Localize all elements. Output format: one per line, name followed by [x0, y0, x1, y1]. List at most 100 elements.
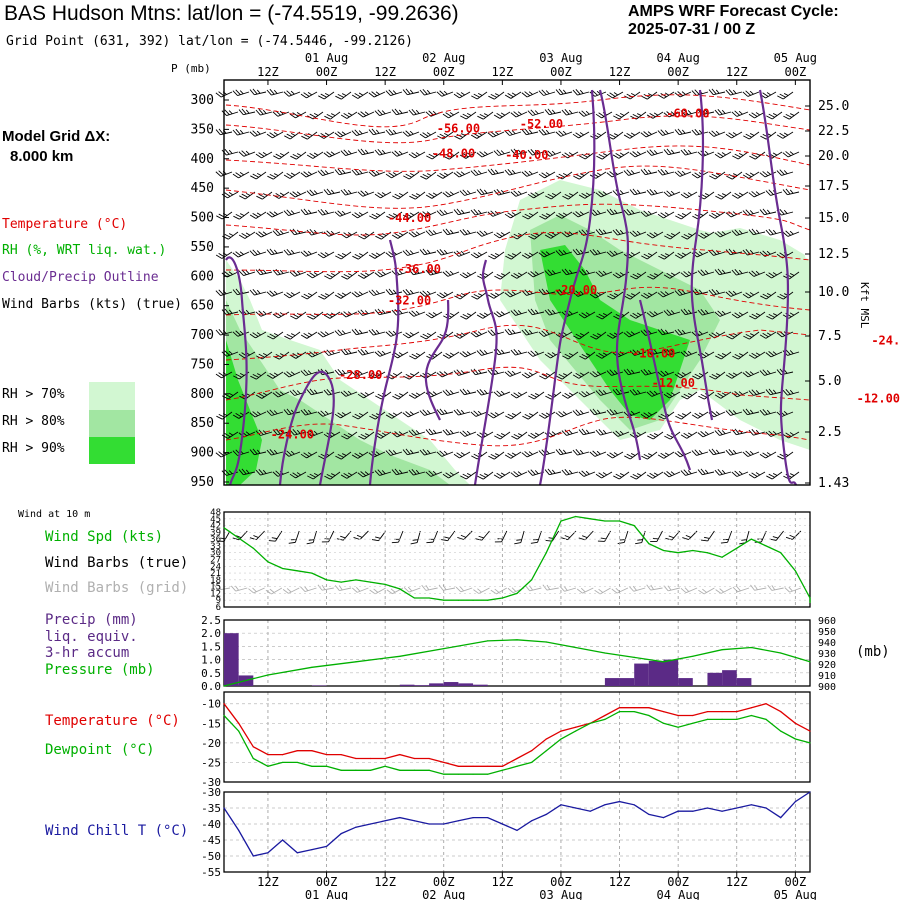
temperature-contour [225, 416, 811, 447]
pressure-line-point [780, 652, 782, 654]
wind-barb [561, 231, 579, 238]
wind-barb [742, 171, 760, 179]
rh70-swatch [89, 382, 135, 410]
wind-barb-grid [386, 587, 404, 595]
wind-barb [374, 191, 392, 199]
wind-barb [266, 448, 284, 456]
wind-barb [369, 211, 386, 220]
wind-barb [453, 91, 471, 99]
wind-chill-line-point [355, 826, 357, 828]
wind-barb [528, 391, 545, 400]
wind-barb [623, 209, 641, 216]
wind-barb [674, 128, 692, 136]
precip-bar [722, 670, 737, 686]
wind-barb [222, 391, 239, 400]
wind-barb-grid [403, 586, 421, 593]
temperature-line-point [692, 714, 694, 717]
wind-barb [493, 111, 511, 119]
dewpoint-line-point [223, 714, 225, 717]
wind-barb-true [578, 530, 594, 541]
wind-barb [663, 309, 681, 316]
wind-barb [708, 130, 726, 137]
wind-barb [663, 471, 681, 478]
wind-barb [510, 471, 528, 478]
wind-barb [374, 109, 392, 116]
wind-speed-line-point [604, 520, 606, 522]
wind-barb [232, 89, 250, 96]
top-time-label: 12Z [492, 65, 514, 79]
wind-barb [368, 128, 386, 136]
wind-barb [436, 291, 454, 299]
wind-barb [289, 191, 307, 198]
wind-barb [470, 251, 488, 259]
wind-chill-tick-label: -40 [201, 818, 221, 831]
wind-chill-line-point [794, 801, 796, 803]
pressure-tick-label: 950 [191, 475, 214, 490]
wind-speed-tick-label: 42 [210, 522, 221, 532]
wind-barb [249, 88, 267, 96]
wind-barb [674, 371, 692, 379]
wind-barb [527, 308, 545, 316]
wind-chill-tick-label: -50 [201, 850, 221, 863]
temperature-contour-label: -28.00 [339, 368, 382, 382]
wind-barb [470, 169, 488, 176]
wind-barb [476, 230, 494, 237]
wind-barb [504, 91, 522, 99]
precip-bar [619, 678, 635, 686]
wind-barb [334, 168, 352, 176]
chart-title: BAS Hudson Mtns: lat/lon = (-74.5519, -9… [4, 2, 459, 25]
wind-barb [630, 271, 647, 280]
wind-barb [284, 131, 301, 140]
wind-barb [692, 371, 709, 380]
wind-barb-grid [611, 587, 629, 594]
wind-barb [641, 251, 658, 260]
wind-chill-line-point [531, 820, 533, 822]
wind-barb [663, 111, 681, 118]
pressure-line-point [692, 655, 694, 657]
legend-barbs: Wind Barbs (kts) (true) [2, 297, 183, 312]
top-time-label: 00Z [550, 65, 572, 79]
wind-barb [255, 231, 273, 238]
wind-barb [420, 171, 437, 180]
wind-barb [494, 431, 511, 440]
wind-barb [221, 191, 239, 199]
wind-barb [748, 471, 766, 479]
wind-barb [324, 471, 341, 480]
wind-barb [539, 371, 556, 380]
wind-chill-line-point [780, 817, 782, 819]
wind-speed-line-point [325, 579, 328, 581]
wind-barb [289, 428, 307, 436]
temperature-contour [225, 115, 811, 144]
wind-barb [776, 131, 794, 139]
wind-barb [357, 271, 375, 279]
wind-barb [317, 331, 335, 338]
wind-barb [748, 191, 766, 198]
wind-barb [595, 429, 613, 436]
pressure-label: Pressure (mb) [45, 662, 155, 678]
wind-barb [374, 308, 392, 316]
height-tick-label: 1.43 [818, 476, 849, 491]
wind-speed-tick-label: 24 [210, 562, 221, 572]
wind-barb [578, 391, 596, 398]
wind-speed-tick-label: 21 [210, 569, 221, 579]
wind-speed-line-point [589, 518, 591, 520]
wind-barb [487, 369, 505, 376]
wind-chill-line-point [501, 823, 503, 825]
wind-barb [460, 311, 477, 320]
wind-barb [215, 328, 233, 336]
wind-chill-line-point [413, 820, 416, 822]
wind-barb-grid [646, 584, 663, 591]
wind-speed-tick-label: 15 [210, 583, 221, 593]
wind-barb [521, 329, 539, 336]
wind-barb [647, 271, 664, 280]
wind-barb [402, 411, 420, 418]
model-grid-label: Model Grid ΔX: [2, 128, 111, 145]
wind-barb [459, 189, 477, 196]
wind-barb [334, 368, 352, 376]
wind-barb [527, 271, 545, 278]
wind-barb [664, 231, 681, 240]
wind-barb [351, 168, 369, 176]
wind-barb [691, 129, 709, 136]
wind-barb [709, 371, 726, 380]
wind-barb [419, 88, 437, 96]
